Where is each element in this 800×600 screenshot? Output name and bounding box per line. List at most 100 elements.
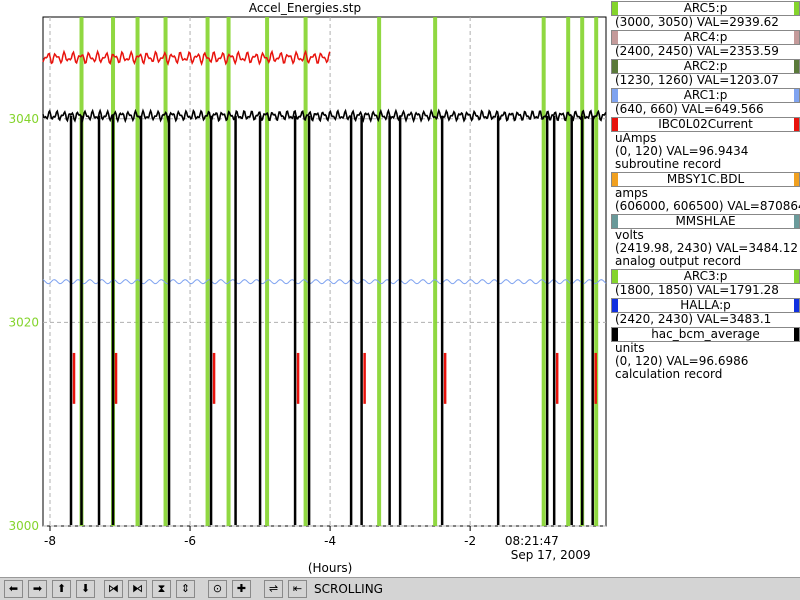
date-label: Sep 17, 2009 [511,548,591,562]
legend-panel[interactable]: ARC5:p (3000, 3050) VAL=2939.62 ARC4:p (240… [611,0,800,381]
arrow-right-icon[interactable]: ➡ [28,580,47,598]
arc5-spike-13 [594,17,599,526]
legend-detail: subroutine record [615,157,722,171]
legend-entry[interactable]: ARC4:p (2400, 2450) VAL=2353.59 [611,30,800,58]
legend-detail: (2400, 2450) VAL=2353.59 [615,44,779,58]
legend-swatch [612,328,618,341]
y-tick-label-1: 3020 [8,315,39,329]
legend-header[interactable]: HALLA:p [611,298,800,313]
legend-detail: volts [615,228,644,242]
legend-header[interactable]: MBSY1C.BDL [611,172,800,187]
toolbar: ⬅ ➡ ⬆ ⬇ ⧒ ⧑ ⧗ ⇕ ⊙ ✚ ⇌ ⇤ SCROLLING [0,577,800,600]
legend-swatch [612,173,618,186]
add-icon[interactable]: ✚ [232,580,251,598]
legend-detail: (2419.98, 2430) VAL=3484.12 [615,241,798,255]
legend-detail: (1230, 1260) VAL=1203.07 [615,73,779,87]
legend-swatch [612,31,618,44]
legend-name: MMSHLAE [675,214,736,228]
legend-swatch [612,60,618,73]
record-icon[interactable]: ⊙ [208,580,227,598]
legend-swatch [612,270,618,283]
legend-name: ARC5:p [683,1,728,15]
arrow-left-icon[interactable]: ⬅ [4,580,23,598]
legend-swatch [794,299,799,312]
legend-entry[interactable]: MBSY1C.BDL amps (606000, 606500) VAL=87086… [611,172,800,213]
legend-swatch [794,328,799,341]
autoscale-icon[interactable]: ⇌ [264,580,283,598]
legend-detail: (1800, 1850) VAL=1791.28 [615,283,779,297]
back-icon[interactable]: ⇤ [288,580,307,598]
legend-entry[interactable]: IBC0L02Current uAmps (0, 120) VAL=96.9434 s… [611,117,800,171]
legend-swatch [794,2,799,15]
legend-name: hac_bcm_average [651,327,760,341]
arc5-spike-9 [433,17,438,526]
y-tick-label-2: 3040 [8,112,39,126]
arc5-spike-7 [303,17,308,526]
legend-entry[interactable]: MMSHLAE volts (2419.98, 2430) VAL=3484.12 a… [611,214,800,268]
legend-swatch [612,2,618,15]
legend-detail: calculation record [615,367,723,381]
legend-swatch [612,118,618,131]
legend-header[interactable]: ARC2:p [611,59,800,74]
legend-detail: (2420, 2430) VAL=3483.1 [615,312,772,326]
legend-swatch [794,89,799,102]
legend-name: ARC1:p [683,88,728,102]
legend-detail: units [615,341,645,355]
legend-swatch [794,173,799,186]
arc5-spike-5 [226,17,231,526]
legend-entry[interactable]: ARC3:p (1800, 1850) VAL=1791.28 [611,269,800,297]
legend-swatch [794,215,799,228]
chart-title: Accel_Energies.stp [248,1,362,15]
legend-name: ARC3:p [683,269,728,283]
zoom-out-y-icon[interactable]: ⇕ [176,580,195,598]
y-tick-label-0: 3000 [8,519,39,533]
legend-header[interactable]: ARC5:p [611,1,800,16]
ibc-series-line [42,49,331,67]
arc5-spike-2 [135,17,140,526]
legend-swatch [794,31,799,44]
legend-header[interactable]: hac_bcm_average [611,327,800,342]
legend-name: ARC2:p [683,59,728,73]
arc5-spike-8 [377,17,382,526]
zoom-in-x-icon[interactable]: ⧒ [104,580,123,598]
legend-name: IBC0L02Current [658,117,753,131]
x-tick-label-2: -4 [324,534,336,548]
legend-detail: (0, 120) VAL=96.6986 [615,354,749,368]
arc5-spike-4 [205,17,210,526]
zoom-out-x-icon[interactable]: ⧑ [128,580,147,598]
legend-swatch [794,270,799,283]
legend-detail: analog output record [615,254,742,268]
legend-detail: (0, 120) VAL=96.9434 [615,144,749,158]
arc1-series-line [42,279,607,285]
legend-swatch [612,89,618,102]
legend-detail: amps [615,186,648,200]
arrow-down-icon[interactable]: ⬇ [76,580,95,598]
zoom-in-y-icon[interactable]: ⧗ [152,580,171,598]
legend-header[interactable]: ARC1:p [611,88,800,103]
legend-header[interactable]: MMSHLAE [611,214,800,229]
legend-entry[interactable]: HALLA:p (2420, 2430) VAL=3483.1 [611,298,800,326]
legend-entry[interactable]: ARC5:p (3000, 3050) VAL=2939.62 [611,1,800,29]
arc5-spike-3 [163,17,168,526]
legend-header[interactable]: IBC0L02Current [611,117,800,132]
x-axis-label: (Hours) [308,561,353,575]
arc5-spike-6 [265,17,270,526]
plot-frame [42,16,607,527]
legend-detail: uAmps [615,131,657,145]
legend-swatch [794,118,799,131]
legend-swatch [612,215,618,228]
legend-header[interactable]: ARC3:p [611,269,800,284]
legend-header[interactable]: ARC4:p [611,30,800,45]
legend-name: HALLA:p [680,298,731,312]
legend-detail: (606000, 606500) VAL=870864 [615,199,800,213]
legend-entry[interactable]: ARC1:p (640, 660) VAL=649.566 [611,88,800,116]
legend-entry[interactable]: ARC2:p (1230, 1260) VAL=1203.07 [611,59,800,87]
arc5-spike-10 [541,17,546,526]
x-tick-label-1: -6 [184,534,196,548]
arrow-up-icon[interactable]: ⬆ [52,580,71,598]
x-tick-label-0: -8 [44,534,56,548]
x-tick-label-3: -2 [464,534,476,548]
legend-name: ARC4:p [683,30,728,44]
